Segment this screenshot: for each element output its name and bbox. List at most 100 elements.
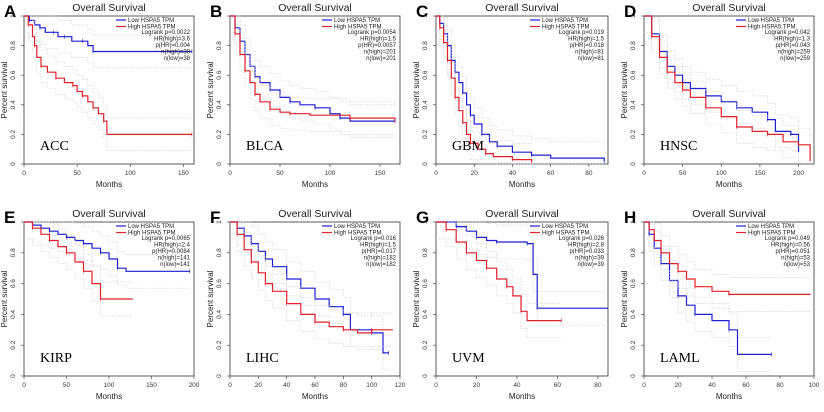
stat-line: HR(high)=1.5 — [568, 37, 605, 43]
high-ci-lower — [436, 31, 532, 165]
high-survival-curve — [644, 221, 811, 295]
x-axis-title: Months — [96, 392, 122, 401]
panel-a: A Overall Survival 0 0.2 0.4 0.6 0.8 1 0 50 100 150… — [0, 2, 195, 189]
stat-line: n(low)=39 — [577, 262, 604, 268]
high-survival-curve — [24, 221, 133, 300]
y-axis-title: Percent survival — [620, 61, 629, 118]
stat-line: n(low)=141 — [160, 262, 191, 268]
legend-label: High HSPA5 TPM — [334, 25, 381, 31]
stat-line: HR(high)=2.8 — [568, 243, 605, 249]
y-tick-label: 1 — [422, 14, 429, 18]
stat-line: HR(high)=3.6 — [154, 37, 191, 43]
y-tick-label: 0.6 — [10, 279, 17, 288]
stat-line: HR(high)=2.4 — [154, 243, 191, 249]
stat-line: Logrank p=0.0065 — [141, 236, 190, 242]
cancer-type-label: KIRP — [40, 351, 72, 366]
y-tick-label: 0.4 — [422, 310, 429, 319]
y-tick-label: 1 — [630, 220, 637, 224]
y-tick-label: 0.4 — [630, 100, 637, 109]
panel-d: D Overall Survival 0 0.2 0.4 0.6 0.8 1 0 50 100 150… — [620, 2, 815, 189]
stat-line: HR(high)=1.3 — [774, 37, 811, 43]
panel-letter: G — [416, 208, 429, 227]
x-axis-title: Months — [302, 392, 328, 401]
y-tick-label: 0 — [630, 374, 637, 378]
low-ci-lower — [644, 238, 772, 372]
panel-f: F Overall Survival 0 0.2 0.4 0.6 0.8 1 0 20 40 60 80… — [206, 208, 406, 401]
legend-label: Low HSPA5 TPM — [542, 224, 588, 230]
x-axis-title: Months — [716, 392, 742, 401]
legend-label: High HSPA5 TPM — [542, 231, 589, 237]
panel-letter: F — [210, 208, 220, 227]
panel-letter: C — [416, 2, 428, 21]
stat-line: n(high)=182 — [364, 256, 397, 262]
panel-letter: H — [624, 208, 636, 227]
low-ci-upper — [644, 15, 799, 136]
cancer-type-label: GBM — [452, 139, 484, 154]
high-ci-lower — [436, 238, 562, 338]
x-tick-label: 60 — [547, 170, 555, 177]
low-ci-lower — [644, 31, 799, 164]
stat-line: HR(high)=1.5 — [360, 37, 397, 43]
plot-title: Overall Survival — [485, 2, 559, 14]
plot-title: Overall Survival — [72, 208, 146, 220]
x-tick-label: 150 — [375, 170, 386, 177]
x-tick-label: 0 — [434, 170, 438, 177]
y-tick-label: 0 — [216, 162, 223, 166]
legend-label: High HSPA5 TPM — [128, 231, 175, 237]
low-survival-curve — [644, 221, 772, 355]
y-tick-label: 0.4 — [216, 100, 223, 109]
low-survival-curve — [230, 15, 395, 122]
x-tick-label: 80 — [340, 382, 348, 389]
y-tick-label: 0.8 — [422, 41, 429, 50]
stat-line: Logrank p=0.0022 — [141, 30, 190, 36]
stat-line: p(HR)=0.043 — [775, 43, 810, 49]
stat-line: HR(high)=1.5 — [360, 243, 397, 249]
high-ci-lower — [230, 238, 393, 351]
panel-letter: A — [4, 2, 16, 21]
y-axis-title: Percent survival — [206, 61, 215, 118]
high-ci-lower — [24, 31, 192, 151]
panel-h: H Overall Survival 0 0.2 0.4 0.6 0.8 1 0 20 40 60 80… — [620, 208, 820, 401]
y-tick-label: 1 — [216, 220, 223, 224]
panel-e: E Overall Survival 0 0.2 0.4 0.6 0.8 1 0 50 100 150… — [0, 208, 200, 401]
y-tick-label: 0.6 — [630, 279, 637, 288]
stat-line: p(HR)=0.051 — [775, 249, 810, 255]
x-axis-title: Months — [302, 180, 328, 189]
low-ci-upper — [230, 221, 389, 337]
high-ci-upper — [644, 221, 811, 278]
x-tick-label: 0 — [434, 382, 438, 389]
stat-line: n(high)=39 — [575, 256, 605, 262]
x-tick-label: 40 — [708, 382, 716, 389]
y-tick-label: 0.2 — [10, 340, 17, 349]
cancer-type-label: LAML — [660, 351, 700, 366]
stat-line: p(HR)=0.0057 — [358, 43, 397, 49]
x-tick-label: 100 — [125, 170, 136, 177]
x-tick-label: 150 — [178, 170, 189, 177]
high-ci-upper — [230, 221, 393, 317]
low-ci-upper — [436, 15, 605, 145]
y-tick-label: 0.6 — [10, 70, 17, 79]
stat-line: n(high)=53 — [781, 256, 811, 262]
x-tick-label: 120 — [395, 382, 406, 389]
stat-line: n(low)=81 — [577, 56, 604, 62]
y-tick-label: 0.2 — [10, 130, 17, 139]
high-ci-lower — [644, 31, 811, 164]
plot-frame — [23, 15, 195, 165]
high-ci-lower — [230, 31, 396, 138]
y-tick-label: 1 — [630, 14, 637, 18]
legend-label: Low HSPA5 TPM — [334, 18, 380, 24]
x-tick-label: 0 — [22, 382, 26, 389]
high-ci-lower — [24, 238, 133, 317]
panel-g: G Overall Survival 0 0.2 0.4 0.6 0.8 1 0 20 40 60 80… — [412, 208, 609, 401]
low-ci-upper — [24, 15, 192, 36]
y-axis-title: Percent survival — [206, 270, 215, 327]
y-tick-label: 0 — [422, 374, 429, 378]
cancer-type-label: BLCA — [246, 139, 284, 154]
x-tick-label: 80 — [776, 382, 784, 389]
y-tick-label: 0.2 — [630, 130, 637, 139]
y-tick-label: 0 — [422, 162, 429, 166]
y-tick-label: 0.6 — [216, 70, 223, 79]
y-tick-label: 0.4 — [630, 310, 637, 319]
